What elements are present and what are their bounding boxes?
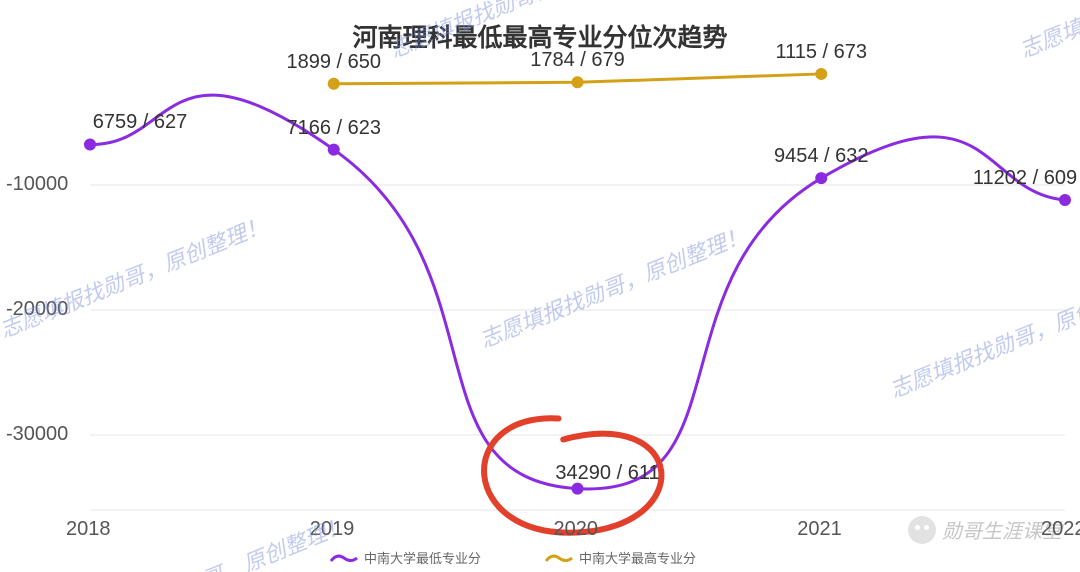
data-label: 9454 / 632 <box>774 145 869 168</box>
chart-canvas <box>0 0 1080 572</box>
data-label: 11202 / 609 <box>973 167 1077 190</box>
series-marker <box>84 138 96 150</box>
series-line-0 <box>90 95 1065 489</box>
series-marker <box>815 172 827 184</box>
y-tick-label: -30000 <box>6 423 68 446</box>
series-marker <box>328 78 340 90</box>
y-tick-label: -20000 <box>6 298 68 321</box>
wechat-icon <box>908 516 936 544</box>
series-marker <box>572 76 584 88</box>
data-label: 6759 / 627 <box>93 111 188 134</box>
legend-label: 中南大学最低专业分 <box>364 548 481 567</box>
x-tick-label: 2021 <box>797 518 842 541</box>
x-tick-label: 2018 <box>66 518 111 541</box>
data-label: 7166 / 623 <box>286 117 381 140</box>
legend-item-max: 中南大学最高专业分 <box>545 548 696 567</box>
x-tick-label: 2020 <box>554 518 599 541</box>
data-label: 1899 / 650 <box>286 51 381 74</box>
source-mark: 勋哥生涯课堂 <box>908 515 1062 544</box>
series-marker <box>815 68 827 80</box>
data-label: 1115 / 673 <box>775 41 867 64</box>
legend-item-min: 中南大学最低专业分 <box>330 548 481 567</box>
data-label: 34290 / 611 <box>555 462 659 485</box>
legend-label: 中南大学最高专业分 <box>579 548 696 567</box>
data-label: 1784 / 679 <box>530 49 625 72</box>
x-tick-label: 2019 <box>310 518 355 541</box>
y-tick-label: -10000 <box>6 173 68 196</box>
x-tick-label: 2022 <box>1041 518 1080 541</box>
series-marker <box>1059 194 1071 206</box>
series-marker <box>328 144 340 156</box>
